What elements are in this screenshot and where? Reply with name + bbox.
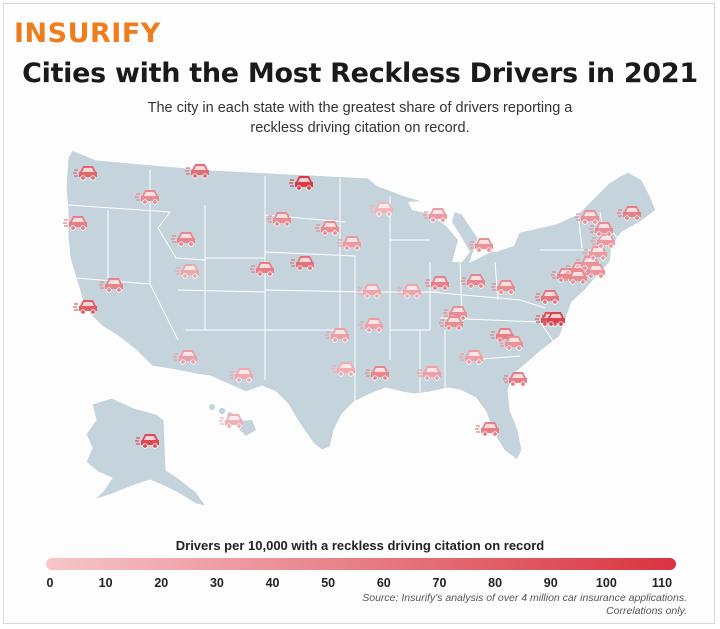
car-icon xyxy=(535,290,559,305)
legend-tick: 80 xyxy=(488,576,503,590)
car-icon xyxy=(171,232,195,247)
car-icon xyxy=(459,350,483,365)
car-icon xyxy=(439,316,463,331)
car-icon xyxy=(337,236,361,251)
car-icon xyxy=(575,210,599,225)
car-icon xyxy=(503,372,527,387)
car-icon xyxy=(359,318,383,333)
car-icon xyxy=(475,422,499,437)
car-icon xyxy=(425,276,449,291)
car-icon xyxy=(173,350,197,365)
legend-tick: 50 xyxy=(321,576,336,590)
source-line-2: Correlations only. xyxy=(606,605,687,617)
legend-tick: 0 xyxy=(46,576,54,590)
car-icon xyxy=(63,216,87,231)
car-icon xyxy=(591,234,615,249)
car-icon xyxy=(357,284,381,299)
legend-tick: 70 xyxy=(432,576,447,590)
car-icon xyxy=(469,238,493,253)
car-icon xyxy=(289,176,313,191)
car-icon xyxy=(563,270,587,285)
car-icon xyxy=(185,164,209,179)
car-icon xyxy=(461,274,485,289)
car-icon xyxy=(491,280,515,295)
car-icon xyxy=(583,246,607,261)
source-line-1: Source: Insurify's analysis of over 4 mi… xyxy=(362,592,687,604)
car-icon xyxy=(99,278,123,293)
car-icon xyxy=(417,366,441,381)
car-icon xyxy=(250,262,274,277)
legend-tick: 90 xyxy=(543,576,558,590)
car-icon xyxy=(219,414,243,429)
car-icon xyxy=(331,362,355,377)
car-icon xyxy=(290,256,314,271)
source-note: Source: Insurify's analysis of over 4 mi… xyxy=(167,592,687,618)
legend-tick: 110 xyxy=(651,576,673,590)
car-icon xyxy=(589,222,613,237)
marker-layer xyxy=(63,164,641,449)
car-icon xyxy=(135,190,159,205)
car-icon xyxy=(397,284,421,299)
car-icon xyxy=(229,368,253,383)
legend-tick: 60 xyxy=(376,576,391,590)
legend-title: Drivers per 10,000 with a reckless drivi… xyxy=(175,538,545,553)
legend-tick: 10 xyxy=(98,576,113,590)
page-title: Cities with the Most Reckless Drivers in… xyxy=(22,58,698,89)
legend-gradient-bar xyxy=(46,558,676,570)
car-icon xyxy=(315,221,339,236)
legend-tick: 20 xyxy=(154,576,169,590)
car-icon xyxy=(325,328,349,343)
state-borders xyxy=(67,170,629,420)
car-icon xyxy=(423,208,447,223)
car-icon xyxy=(365,366,389,381)
car-icon xyxy=(135,434,159,449)
legend-tick: 40 xyxy=(265,576,280,590)
car-icon xyxy=(73,300,97,315)
alaska-shape xyxy=(85,397,208,507)
car-icon xyxy=(369,202,393,217)
car-icon xyxy=(175,264,199,279)
legend-tick: 100 xyxy=(595,576,617,590)
car-icon xyxy=(499,336,523,351)
insurify-logo: INSURIFY xyxy=(14,18,161,49)
car-icon xyxy=(267,212,291,227)
page-subtitle: The city in each state with the greatest… xyxy=(147,100,573,136)
legend-ticks: 0 10 20 30 40 50 60 70 80 90 100 110 xyxy=(0,576,720,592)
car-icon xyxy=(73,166,97,181)
car-icon xyxy=(541,312,565,327)
car-icon xyxy=(617,206,641,221)
car-icon xyxy=(581,264,605,279)
legend-tick: 30 xyxy=(209,576,224,590)
